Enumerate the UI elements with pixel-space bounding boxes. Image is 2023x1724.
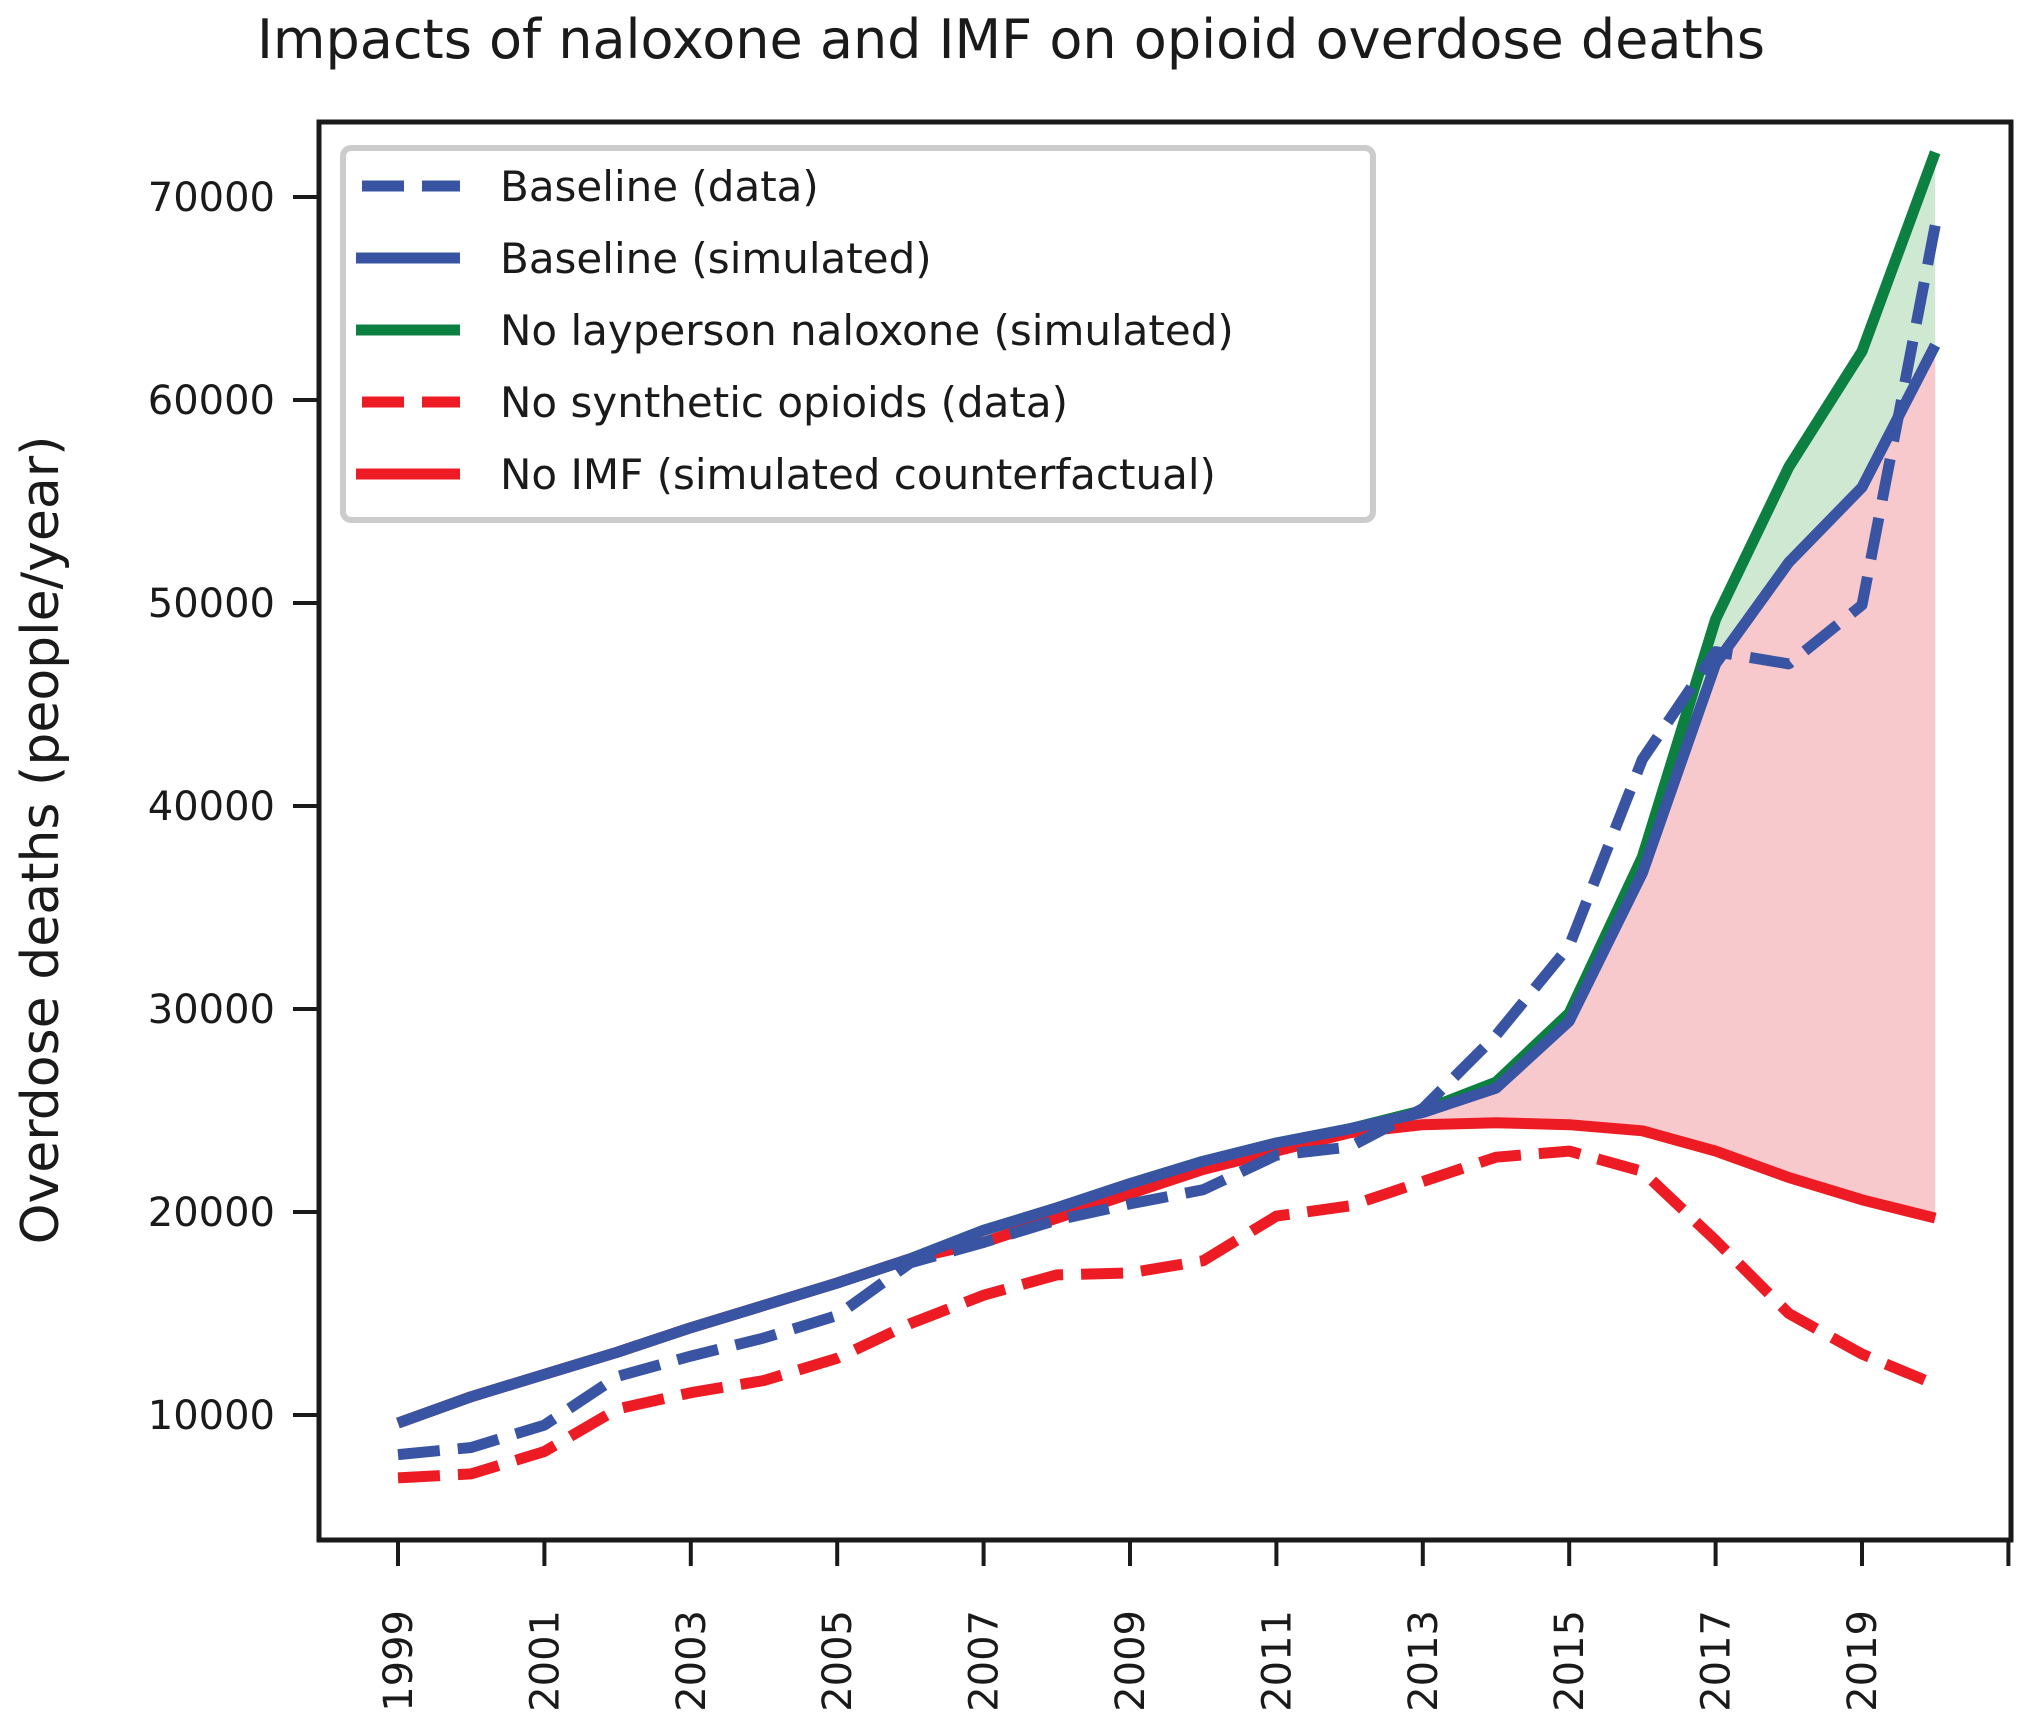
series-line-no-synthetic-opioids-data	[397, 1145, 1938, 1484]
legend-label: Baseline (data)	[500, 162, 819, 211]
x-tick-label: 2001	[522, 1610, 568, 1712]
legend-label: No layperson naloxone (simulated)	[500, 306, 1234, 355]
x-tick-label: 2009	[1108, 1610, 1154, 1712]
series-lines	[396, 150, 1941, 1484]
y-tick-label: 40000	[148, 784, 275, 830]
y-tick-label: 60000	[148, 378, 275, 424]
y-tick-label: 30000	[148, 987, 275, 1033]
legend: Baseline (data) Baseline (simulated) No la…	[340, 145, 1376, 523]
legend-label: Baseline (simulated)	[500, 234, 932, 283]
legend-box	[340, 145, 1376, 523]
y-tick-label: 70000	[148, 175, 275, 221]
y-tick-label: 20000	[148, 1190, 275, 1236]
chart-title: Impacts of naloxone and IMF on opioid ov…	[257, 8, 1765, 71]
legend-label: No synthetic opioids (data)	[500, 378, 1068, 427]
plot-frame	[316, 119, 2014, 1543]
y-axis-ticks: 10000 20000 30000 40000 50000 60000 70000	[148, 175, 319, 1439]
x-tick-label: 2005	[815, 1610, 861, 1712]
series-line-baseline-simulated	[396, 342, 1941, 1429]
x-tick-label: 1999	[376, 1610, 422, 1712]
y-axis-label: Overdose deaths (people/year)	[11, 436, 71, 1245]
legend-label: No IMF (simulated counterfactual)	[500, 450, 1216, 499]
x-tick-label: 2007	[962, 1610, 1008, 1712]
x-axis-ticks: 1999 2001 2003 2005 2007 2009 2011 2013 2015 2017…	[376, 1540, 2011, 1712]
series-line-baseline-data	[397, 224, 1941, 1461]
x-tick-label: 2011	[1254, 1610, 1300, 1712]
x-tick-label: 2015	[1547, 1610, 1593, 1712]
x-tick-label: 2017	[1694, 1610, 1740, 1712]
x-tick-label: 2019	[1840, 1610, 1886, 1712]
x-tick-label: 2013	[1401, 1610, 1447, 1712]
y-tick-label: 10000	[148, 1393, 275, 1439]
x-tick-label: 2003	[669, 1610, 715, 1712]
y-tick-label: 50000	[148, 581, 275, 627]
